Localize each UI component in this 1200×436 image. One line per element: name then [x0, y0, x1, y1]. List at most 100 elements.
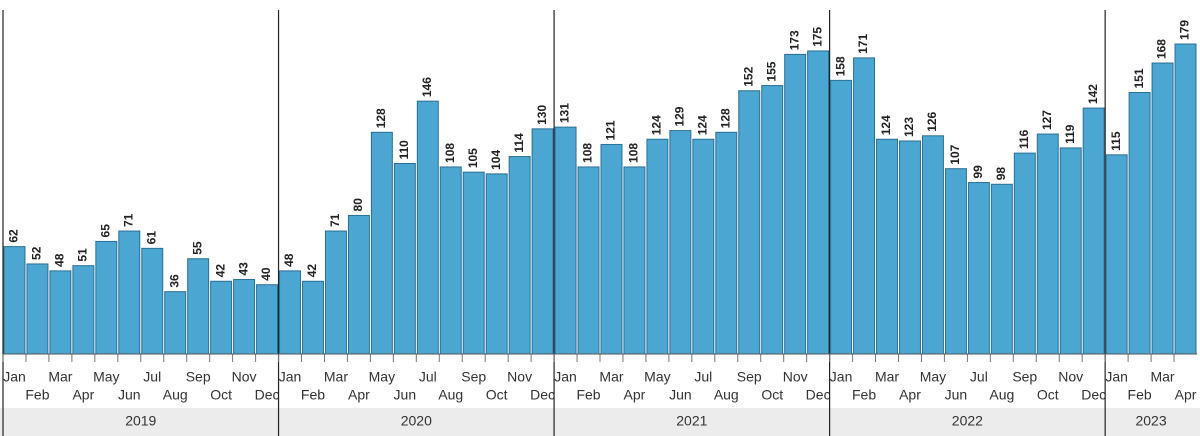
- bar: [279, 270, 301, 355]
- x-tick-label: Feb: [25, 387, 49, 403]
- value-label: 71: [121, 213, 135, 227]
- value-label: 43: [236, 262, 250, 276]
- x-tick-label: Oct: [486, 387, 508, 403]
- x-tick-label: Feb: [852, 387, 876, 403]
- bar: [899, 140, 921, 355]
- bar: [26, 263, 49, 355]
- value-label: 115: [1109, 131, 1123, 151]
- x-tick-label: Sep: [737, 369, 762, 385]
- value-label: 130: [535, 105, 549, 125]
- x-tick-label: Aug: [714, 387, 739, 403]
- value-label: 152: [741, 66, 755, 86]
- bar: [921, 135, 944, 355]
- bar: [761, 85, 784, 355]
- x-tick-label: Dec: [255, 387, 280, 403]
- x-tick-label: Aug: [163, 387, 188, 403]
- value-label: 65: [98, 224, 112, 238]
- year-label: 2021: [676, 413, 707, 429]
- value-label: 142: [1086, 84, 1100, 104]
- x-tick-label: Jul: [970, 369, 988, 385]
- bar: [485, 173, 508, 355]
- bar: [577, 166, 600, 355]
- x-tick-label: Aug: [438, 387, 463, 403]
- bar: [370, 131, 393, 355]
- x-tick-label: Nov: [1058, 369, 1083, 385]
- x-tick-label: May: [920, 369, 946, 385]
- bar: [416, 100, 439, 355]
- x-tick-label: May: [369, 369, 395, 385]
- value-label: 71: [328, 213, 342, 227]
- x-tick-label: Aug: [989, 387, 1014, 403]
- x-tick-label: Jan: [554, 369, 577, 385]
- bar: [967, 182, 990, 355]
- bar: [1105, 154, 1128, 355]
- year-label: 2019: [125, 413, 156, 429]
- value-label: 107: [948, 144, 962, 164]
- x-tick-label: Sep: [186, 369, 211, 385]
- x-tick-label: Mar: [1150, 369, 1174, 385]
- value-label: 121: [604, 120, 618, 140]
- value-label: 48: [53, 253, 67, 267]
- bar: [1036, 133, 1059, 355]
- value-label: 40: [259, 267, 273, 281]
- bar: [462, 171, 485, 355]
- bar: [807, 50, 830, 355]
- bar: [302, 280, 324, 355]
- x-tick-label: Oct: [1037, 387, 1059, 403]
- value-label: 131: [558, 103, 572, 123]
- value-label: 158: [833, 56, 847, 76]
- x-tick-label: Jul: [419, 369, 437, 385]
- bar: [876, 138, 898, 355]
- x-tick-label: Feb: [1128, 387, 1152, 403]
- year-label: 2023: [1135, 413, 1166, 429]
- value-label: 48: [282, 253, 296, 267]
- bar: [669, 130, 692, 355]
- value-label: 52: [30, 246, 44, 260]
- value-label: 126: [925, 111, 939, 131]
- value-label: 151: [1132, 68, 1146, 88]
- bar: [210, 280, 233, 355]
- x-tick-label: Feb: [301, 387, 325, 403]
- value-label: 98: [994, 167, 1008, 181]
- bar: [853, 57, 876, 355]
- x-tick-label: Sep: [461, 369, 486, 385]
- bar: [990, 183, 1013, 355]
- value-label: 171: [856, 34, 870, 54]
- value-label: 99: [971, 165, 985, 179]
- value-label: 155: [764, 61, 778, 81]
- value-label: 146: [420, 77, 434, 97]
- x-tick-label: May: [644, 369, 670, 385]
- value-label: 175: [810, 27, 824, 47]
- x-tick-label: Mar: [599, 369, 623, 385]
- value-label: 108: [581, 143, 595, 163]
- bar: [508, 156, 531, 355]
- x-tick-label: Jan: [1105, 369, 1128, 385]
- bar: [95, 240, 118, 355]
- value-label: 116: [1017, 129, 1031, 149]
- x-tick-label: Oct: [210, 387, 232, 403]
- bar: [531, 128, 554, 355]
- year-band: [0, 408, 1200, 436]
- value-label: 128: [718, 108, 732, 128]
- bar: [118, 230, 141, 355]
- value-label: 173: [787, 30, 801, 50]
- value-label: 110: [397, 140, 411, 160]
- value-label: 123: [902, 117, 916, 137]
- x-tick-label: Dec: [806, 387, 831, 403]
- value-label: 119: [1063, 124, 1077, 144]
- x-tick-label: Mar: [48, 369, 72, 385]
- x-tick-label: Apr: [1175, 387, 1197, 403]
- bar: [623, 166, 646, 355]
- bar: [49, 270, 72, 355]
- x-tick-label: Apr: [348, 387, 370, 403]
- value-label: 127: [1040, 110, 1054, 130]
- value-label: 42: [305, 264, 319, 278]
- value-label: 108: [443, 143, 457, 163]
- bar: [715, 131, 738, 355]
- x-tick-label: Mar: [324, 369, 348, 385]
- bar: [3, 246, 26, 355]
- value-label: 114: [512, 133, 526, 153]
- bar: [646, 138, 669, 355]
- x-tick-label: Feb: [576, 387, 600, 403]
- x-tick-label: Apr: [624, 387, 646, 403]
